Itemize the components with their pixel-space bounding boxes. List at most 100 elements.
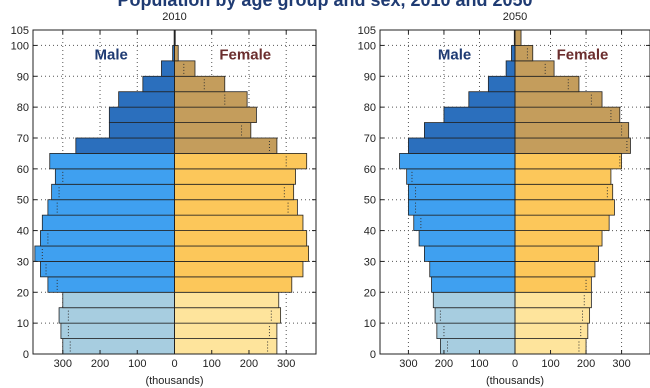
female-bar-40-44 [514, 214, 610, 231]
male-bar-20-24 [47, 276, 175, 293]
male-bar-40-44 [413, 214, 516, 231]
panel-title: 2010 [162, 11, 186, 23]
y-tick-label: 50 [364, 195, 376, 207]
y-tick-label: 70 [17, 133, 29, 145]
male-bar-50-54 [51, 183, 175, 201]
female-bar-75-79 [514, 106, 621, 123]
male-bar-10-14 [58, 307, 175, 324]
male-bar-45-49 [408, 199, 516, 216]
male-bar-25-29 [429, 261, 516, 278]
male-bar-40-44 [41, 214, 175, 231]
female-label: Female [557, 47, 609, 64]
male-bar-85-89 [142, 75, 175, 93]
female-bar-75-79 [174, 106, 257, 123]
y-tick-label: 10 [364, 318, 376, 330]
y-tick-label: 0 [23, 349, 29, 361]
male-bar-60-64 [399, 153, 516, 170]
y-tick-label: 40 [17, 226, 29, 238]
male-label: Male [438, 47, 471, 64]
male-bar-90-94 [505, 60, 516, 77]
male-bar-0-4 [439, 338, 516, 355]
y-tick-label: 90 [364, 71, 376, 83]
male-bar-50-54 [408, 183, 516, 201]
female-bar-15-19 [174, 291, 280, 309]
pyramid-panel-2050: 300 200 100 0 100 200 300 0 10 20 30 40 50 60 70 80 90 10… [358, 11, 650, 387]
male-bar-80-84 [468, 91, 516, 108]
y-tick-label: 0 [370, 349, 376, 361]
female-bar-90-94 [174, 60, 196, 77]
male-bar-35-39 [418, 230, 516, 247]
x-tick-label: 200 [577, 358, 595, 370]
male-bar-85-89 [487, 75, 516, 93]
female-bar-45-49 [514, 199, 615, 216]
female-bar-85-89 [514, 75, 580, 93]
x-tick-label: 100 [203, 358, 221, 370]
male-bar-90-94 [161, 60, 175, 77]
pyramid-panel-2010: 300 200 100 0 100 200 300 0 10 20 30 40 50 60 70 80 90 10… [11, 11, 317, 387]
female-bar-25-29 [174, 261, 304, 278]
y-tick-label: 60 [364, 164, 376, 176]
male-bar-55-59 [54, 168, 175, 185]
female-bar-40-44 [174, 214, 304, 231]
female-bar-50-54 [174, 183, 295, 201]
female-bar-80-84 [514, 91, 603, 108]
female-bar-95-99 [514, 45, 534, 62]
y-tick-label: 80 [364, 102, 376, 114]
female-bar-15-19 [514, 291, 592, 309]
male-bar-30-34 [34, 245, 175, 262]
female-bar-10-14 [174, 307, 282, 324]
female-bar-35-39 [514, 230, 603, 247]
female-bar-70-74 [514, 122, 630, 139]
male-bar-10-14 [434, 307, 516, 324]
female-bar-20-24 [174, 276, 293, 293]
male-label: Male [95, 47, 128, 64]
x-tick-label: 300 [54, 358, 72, 370]
male-bar-70-74 [424, 122, 516, 139]
x-tick-label: 300 [612, 358, 630, 370]
female-bar-65-69 [514, 137, 631, 154]
y-tick-label: 105 [11, 25, 29, 37]
female-bar-35-39 [174, 230, 308, 247]
female-bar-20-24 [514, 276, 592, 293]
male-bar-15-19 [62, 291, 175, 309]
female-bar-30-34 [174, 245, 309, 262]
female-bar-60-64 [514, 153, 622, 170]
female-bar-25-29 [514, 261, 596, 278]
male-bar-65-69 [408, 137, 516, 154]
y-tick-label: 105 [358, 25, 376, 37]
male-bar-75-79 [443, 106, 516, 123]
male-bar-45-49 [47, 199, 175, 216]
female-bar-95-99 [174, 45, 179, 62]
x-tick-label: 0 [512, 358, 518, 370]
x-tick-label: 200 [435, 358, 453, 370]
x-axis-label: (thousands) [145, 375, 203, 387]
male-bar-65-69 [75, 137, 175, 154]
x-tick-label: 100 [128, 358, 146, 370]
x-tick-label: 200 [91, 358, 109, 370]
female-bar-60-64 [174, 153, 308, 170]
y-tick-label: 10 [17, 318, 29, 330]
male-bar-75-79 [108, 106, 175, 123]
female-bar-55-59 [174, 168, 296, 185]
y-tick-label: 20 [17, 287, 29, 299]
panel-title: 2050 [503, 11, 527, 23]
female-bar-10-14 [514, 307, 591, 324]
male-bar-80-84 [118, 91, 175, 108]
female-bar-80-84 [174, 91, 248, 108]
male-bar-15-19 [432, 291, 516, 309]
female-bar-5-9 [514, 322, 589, 339]
x-tick-label: 200 [240, 358, 258, 370]
y-tick-label: 80 [17, 102, 29, 114]
male-bar-5-9 [60, 322, 175, 339]
y-tick-label: 100 [11, 40, 29, 52]
male-bar-0-4 [62, 338, 175, 355]
y-tick-label: 70 [364, 133, 376, 145]
female-bar-85-89 [174, 75, 226, 93]
female-bar-70-74 [174, 122, 252, 139]
y-tick-label: 50 [17, 195, 29, 207]
female-bar-45-49 [174, 199, 298, 216]
male-bar-35-39 [40, 230, 175, 247]
y-tick-label: 40 [364, 226, 376, 238]
header-title: Population by age group and sex, 2010 an… [117, 0, 533, 10]
